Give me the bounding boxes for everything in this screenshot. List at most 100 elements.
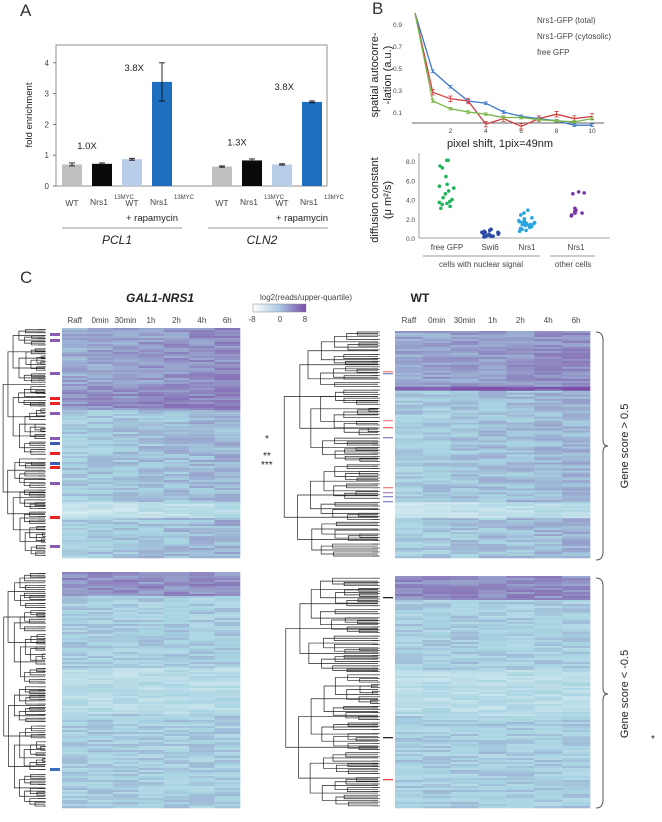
heatmap-cell bbox=[450, 660, 479, 663]
heatmap-cell bbox=[562, 602, 591, 605]
heatmap-cell bbox=[87, 434, 114, 437]
heatmap-cell bbox=[87, 534, 114, 537]
heatmap-cell bbox=[62, 332, 88, 335]
group-label-other: other cells bbox=[555, 260, 591, 269]
heatmap-cell bbox=[62, 520, 88, 523]
heatmap-cell bbox=[112, 494, 139, 497]
heatmap-cell bbox=[163, 584, 190, 587]
heatmap-cell bbox=[189, 524, 215, 527]
heatmap-cell bbox=[478, 688, 507, 691]
heatmap-cell bbox=[534, 408, 563, 411]
heatmap-cell bbox=[534, 724, 563, 727]
heatmap-cell bbox=[87, 666, 114, 669]
heatmap-cell bbox=[189, 336, 215, 339]
heatmap-cell bbox=[478, 410, 507, 413]
heatmap-cell bbox=[112, 518, 139, 521]
heatmap-cell bbox=[62, 680, 88, 683]
heatmap-cell bbox=[395, 366, 424, 370]
heatmap-cell bbox=[214, 624, 241, 627]
heatmap-cell bbox=[450, 434, 479, 437]
heatmap-cell bbox=[138, 662, 165, 665]
heatmap-cell bbox=[214, 672, 241, 675]
heatmap-cell bbox=[163, 594, 190, 597]
colorbar-tick-mid: 0 bbox=[278, 315, 283, 324]
heatmap-cell bbox=[450, 392, 479, 396]
heatmap-cell bbox=[87, 780, 114, 783]
heatmap-cell bbox=[163, 740, 190, 743]
heatmap-cell bbox=[163, 436, 190, 439]
heatmap-cell bbox=[395, 400, 424, 403]
heatmap-cell bbox=[163, 430, 190, 433]
heatmap-cell bbox=[62, 506, 88, 509]
heatmap-cell bbox=[562, 738, 591, 741]
heatmap-cell bbox=[534, 700, 563, 703]
heatmap-cell bbox=[189, 372, 215, 375]
heatmap-cell bbox=[214, 574, 241, 577]
heatmap-cell bbox=[112, 512, 139, 515]
heatmap-cell bbox=[478, 456, 507, 459]
heatmap-cell bbox=[138, 512, 165, 515]
data-point bbox=[524, 228, 528, 233]
heatmap-cell bbox=[422, 686, 452, 689]
heatmap-cell bbox=[478, 404, 507, 407]
heatmap-cell bbox=[534, 688, 563, 691]
heatmap-cell bbox=[506, 690, 535, 693]
heatmap-cell bbox=[138, 614, 165, 617]
heatmap-cell bbox=[478, 392, 507, 396]
heatmap-cell bbox=[87, 642, 114, 645]
heatmap-cell bbox=[450, 452, 479, 455]
heatmap-cell bbox=[562, 750, 591, 753]
heatmap-cell bbox=[506, 644, 535, 647]
heatmap-cell bbox=[214, 338, 241, 341]
heatmap-cell bbox=[87, 618, 114, 621]
heatmap-cell bbox=[163, 548, 190, 551]
heatmap-cell bbox=[422, 744, 452, 747]
heatmap-cell bbox=[163, 484, 190, 487]
heatmap-cell bbox=[62, 634, 88, 637]
heatmap-cell bbox=[450, 504, 479, 507]
heatmap-cell bbox=[62, 730, 88, 733]
heatmap-cell bbox=[189, 754, 215, 757]
heatmap-cell bbox=[62, 498, 88, 501]
heatmap-cell bbox=[422, 788, 452, 791]
heatmap-cell bbox=[138, 474, 165, 477]
heatmap-cell bbox=[189, 636, 215, 639]
heatmap-cell bbox=[189, 486, 215, 489]
heatmap-cell bbox=[138, 440, 165, 443]
heatmap-cell bbox=[422, 388, 452, 392]
heatmap-cell bbox=[478, 518, 507, 521]
heatmap-cell bbox=[506, 484, 535, 487]
heatmap-cell bbox=[62, 602, 88, 605]
heatmap-cell bbox=[189, 364, 215, 367]
heatmap-cell bbox=[562, 534, 591, 537]
heatmap-cell bbox=[112, 522, 139, 525]
heatmap-cell bbox=[478, 448, 507, 451]
heatmap-cell bbox=[506, 786, 535, 789]
heatmap-cell bbox=[189, 402, 215, 405]
heatmap-cell bbox=[87, 400, 114, 403]
heatmap-cell bbox=[395, 542, 424, 545]
heatmap-cell bbox=[214, 428, 241, 431]
heatmap-cell bbox=[163, 492, 190, 495]
heatmap-cell bbox=[534, 670, 563, 673]
heatmap-cell bbox=[395, 428, 424, 431]
heatmap-cell bbox=[62, 660, 88, 663]
heatmap-cell bbox=[189, 548, 215, 551]
heatmap-cell bbox=[87, 806, 114, 809]
heatmap-cell bbox=[422, 584, 452, 587]
heatmap-cell bbox=[62, 738, 88, 741]
heatmap-cell bbox=[163, 592, 190, 595]
heatmap-cell bbox=[506, 518, 535, 521]
heatmap-cell bbox=[478, 364, 507, 368]
heatmap-cell bbox=[87, 636, 114, 639]
heatmap-cell bbox=[534, 472, 563, 475]
heatmap-cell bbox=[562, 494, 591, 497]
heatmap-cell bbox=[138, 680, 165, 683]
heatmap-cell bbox=[450, 690, 479, 693]
heatmap-cell bbox=[138, 740, 165, 743]
heatmap-cell bbox=[478, 626, 507, 629]
heatmap-cell bbox=[478, 352, 507, 356]
heatmap-cell bbox=[112, 738, 139, 741]
heatmap-cell bbox=[534, 466, 563, 469]
heatmap-cell bbox=[62, 470, 88, 473]
